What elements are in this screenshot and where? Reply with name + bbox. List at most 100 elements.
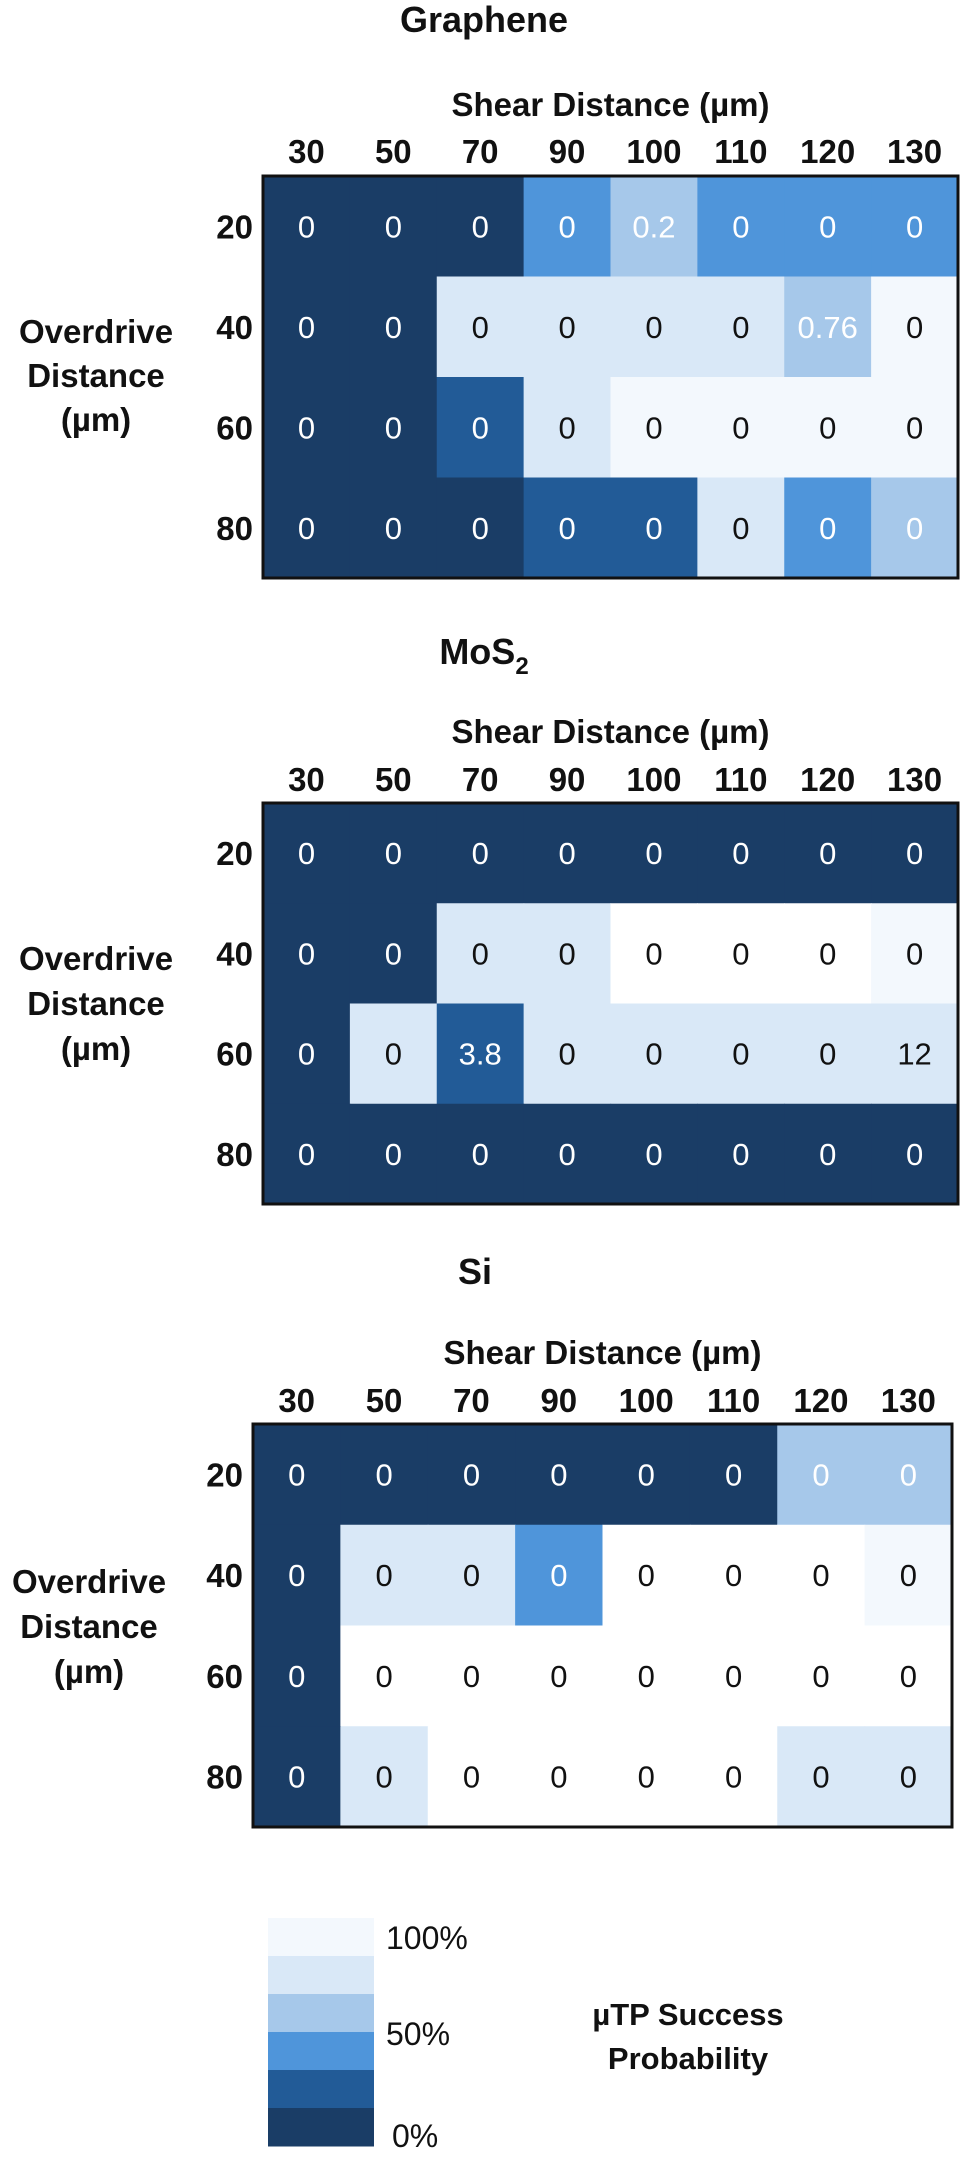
panel-title: Graphene (400, 0, 568, 40)
cell-value: 0 (906, 310, 923, 345)
cell-value: 0 (645, 836, 662, 871)
cell-value: 0 (550, 1558, 567, 1593)
y-axis-label: Distance (27, 357, 165, 394)
cell-value: 0 (906, 1137, 923, 1172)
x-tick-label: 130 (887, 133, 942, 170)
y-axis-label: (µm) (61, 401, 131, 438)
x-tick-label: 50 (366, 1382, 403, 1419)
heatmap-cell (349, 176, 438, 278)
heatmap-cell (777, 1524, 866, 1627)
x-axis-label: Shear Distance (µm) (452, 713, 770, 750)
heatmap-cell (871, 176, 959, 278)
heatmap-cell (871, 1003, 959, 1105)
heatmap-cell (784, 377, 872, 479)
legend-swatch (268, 1918, 374, 1957)
cell-value: 0 (472, 310, 489, 345)
cell-value: 0 (638, 1457, 655, 1492)
cell-value: 0 (645, 1037, 662, 1072)
cell-value: 0 (732, 936, 749, 971)
cell-value: 0 (385, 511, 402, 546)
cell-value: 0 (900, 1659, 917, 1694)
heatmap-cell (436, 276, 525, 378)
cell-value: 0 (906, 410, 923, 445)
cell-value: 0 (298, 410, 315, 445)
cell-value: 0 (385, 836, 402, 871)
heatmap-cell (864, 1726, 953, 1828)
y-tick-label: 60 (206, 1658, 243, 1695)
cell-value: 0 (732, 410, 749, 445)
cell-value: 0 (645, 936, 662, 971)
y-tick-label: 20 (216, 835, 253, 872)
heatmap-cell (864, 1524, 953, 1627)
heatmap-cell (610, 477, 698, 579)
heatmap-cell (349, 377, 438, 479)
cell-value: 0 (558, 1137, 575, 1172)
cell-value: 0 (385, 936, 402, 971)
heatmap-cell (697, 1003, 785, 1105)
x-tick-label: 30 (288, 133, 325, 170)
cell-value: 0 (906, 936, 923, 971)
heatmap-cell (610, 803, 698, 904)
cell-value: 0 (472, 836, 489, 871)
y-axis-label: (µm) (61, 1030, 131, 1067)
x-tick-label: 70 (453, 1382, 490, 1419)
heatmap-cell (602, 1524, 691, 1627)
cell-value: 12 (897, 1037, 931, 1072)
heatmap-cell (697, 477, 785, 579)
cell-value: 0 (645, 310, 662, 345)
heatmap-cell (523, 176, 612, 278)
heatmap-cell (263, 276, 351, 378)
heatmap-cell (340, 1524, 429, 1627)
heatmap-cell (523, 477, 612, 579)
cell-value: 0 (638, 1659, 655, 1694)
heatmap-cell (610, 276, 698, 378)
heatmap-cell (610, 176, 698, 278)
x-tick-label: 110 (714, 761, 767, 798)
cell-value: 0 (558, 410, 575, 445)
cell-value: 0 (732, 511, 749, 546)
legend-swatch (268, 2070, 374, 2109)
cell-value: 0 (732, 836, 749, 871)
cell-value: 0 (819, 836, 836, 871)
heatmap-cell (777, 1424, 866, 1526)
heatmap-cell (515, 1625, 604, 1727)
x-axis-label: Shear Distance (µm) (452, 86, 770, 123)
cell-value: 0 (819, 511, 836, 546)
cell-value: 0 (819, 1037, 836, 1072)
cell-value: 0 (385, 1137, 402, 1172)
heatmap-cell (523, 377, 612, 479)
heatmap-cell (784, 276, 872, 378)
heatmap-cell (427, 1625, 516, 1727)
y-tick-label: 80 (216, 1136, 253, 1173)
heatmap-cell (610, 377, 698, 479)
heatmap-cell (523, 903, 612, 1005)
cell-value: 0 (558, 836, 575, 871)
cell-value: 0 (288, 1659, 305, 1694)
heatmap-cell (436, 803, 525, 904)
heatmap-cell (427, 1424, 516, 1526)
cell-value: 0 (645, 1137, 662, 1172)
heatmap-cell (777, 1625, 866, 1727)
heatmap-cell (340, 1726, 429, 1828)
cell-value: 0 (375, 1457, 392, 1492)
heatmap-cell (436, 377, 525, 479)
cell-value: 0 (558, 209, 575, 244)
heatmap-cell (436, 1103, 525, 1205)
heatmap-cell (784, 903, 872, 1005)
cell-value: 0 (812, 1760, 829, 1795)
heatmap-cell (523, 803, 612, 904)
heatmap-cell (349, 803, 438, 904)
cell-value: 0 (732, 1037, 749, 1072)
heatmap-cell (253, 1524, 341, 1627)
heatmap-cell (864, 1625, 953, 1727)
cell-value: 0 (900, 1558, 917, 1593)
heatmap-cell (784, 477, 872, 579)
heatmap-cell (263, 903, 351, 1005)
cell-value: 0 (463, 1457, 480, 1492)
cell-value: 0 (906, 209, 923, 244)
y-axis-label: Overdrive (19, 313, 173, 350)
cell-value: 0 (298, 209, 315, 244)
heatmap-cell (697, 176, 785, 278)
cell-value: 0 (900, 1457, 917, 1492)
